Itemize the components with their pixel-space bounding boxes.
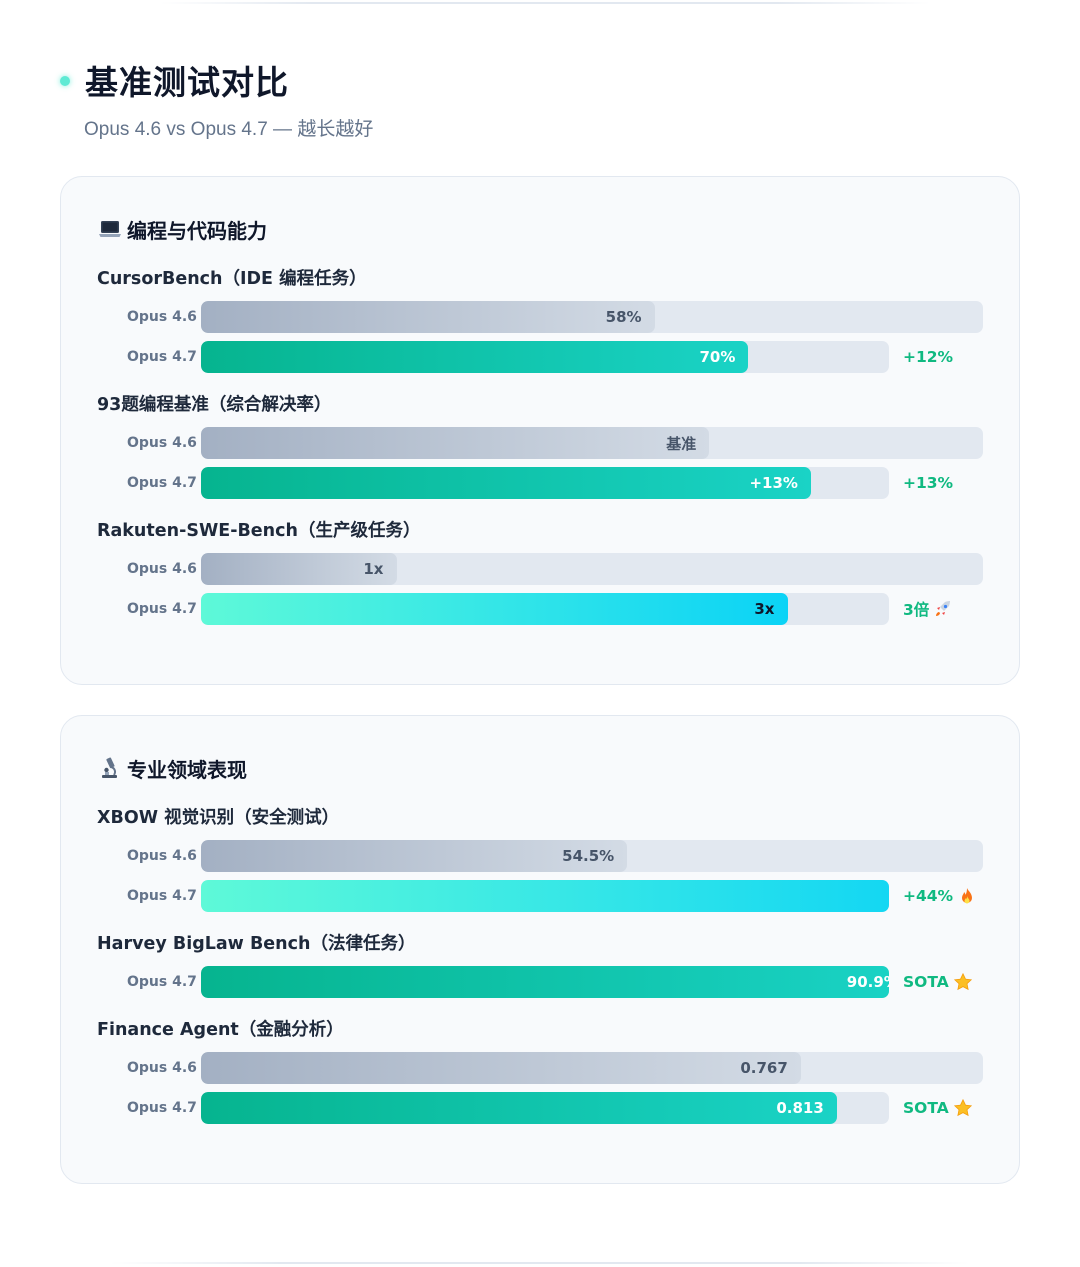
bar-track: 98.5% — [201, 880, 889, 912]
rocket-icon — [933, 599, 953, 619]
bar-row: Opus 4.6 58% — [97, 301, 983, 333]
benchmark-title: 93题编程基准（综合解决率） — [97, 394, 332, 415]
bar-track: 0.767 — [201, 1052, 983, 1084]
page-subtitle: Opus 4.6 vs Opus 4.7 — 越长越好 — [84, 119, 374, 140]
microscope-icon — [97, 755, 123, 781]
bar-opus-4-6: 58% — [201, 301, 655, 333]
bar-row: Opus 4.7 3x 3倍 — [97, 593, 983, 625]
accent-dot — [60, 76, 70, 86]
improvement-badge: 3倍 — [903, 598, 953, 620]
top-divider — [160, 2, 930, 4]
benchmark-title: Harvey BigLaw Bench（法律任务） — [97, 933, 416, 954]
section-title-text: 编程与代码能力 — [127, 218, 267, 243]
model-label: Opus 4.7 — [127, 349, 197, 365]
bar-track: 0.813 — [201, 1092, 889, 1124]
bar-track: 基准 — [201, 427, 983, 459]
benchmark-group: Finance Agent（金融分析） Opus 4.6 0.767 Opus 4.7… — [97, 1012, 983, 1124]
domain-section-card: 专业领域表现 XBOW 视觉识别（安全测试） Opus 4.6 54.5% Opus 4… — [60, 715, 1020, 1184]
page-title: 基准测试对比 — [85, 63, 289, 102]
bar-opus-4-6: 1x — [201, 553, 397, 585]
bar-track: +13% — [201, 467, 889, 499]
fire-icon — [957, 886, 977, 906]
bar-opus-4-7: 70% — [201, 341, 749, 373]
section-title: 专业领域表现 — [97, 750, 983, 786]
improvement-text: +44% — [903, 887, 954, 905]
bar-row: Opus 4.6 54.5% — [97, 840, 983, 872]
benchmark-group: Rakuten-SWE-Bench（生产级任务） Opus 4.6 1x Opus 4… — [97, 513, 983, 625]
improvement-badge: SOTA — [903, 1098, 973, 1118]
benchmark-title: Finance Agent（金融分析） — [97, 1019, 344, 1040]
bar-opus-4-6: 基准 — [201, 427, 710, 459]
page-header: 基准测试对比 Opus 4.6 vs Opus 4.7 — 越长越好 — [60, 56, 1020, 141]
bar-track: 1x — [201, 553, 983, 585]
bar-track: 90.9% — [201, 966, 889, 998]
bar-row: Opus 4.6 0.767 — [97, 1052, 983, 1084]
improvement-badge: +12% — [903, 348, 953, 366]
model-label: Opus 4.6 — [127, 561, 197, 577]
bar-value-label: 90.9% — [846, 973, 889, 991]
model-label: Opus 4.7 — [127, 888, 197, 904]
model-label: Opus 4.6 — [127, 1060, 197, 1076]
bar-row: Opus 4.7 0.813 SOTA — [97, 1092, 983, 1124]
bar-value-label: +13% — [749, 474, 798, 492]
benchmark-title: CursorBench（IDE 编程任务） — [97, 268, 367, 289]
benchmark-group: CursorBench（IDE 编程任务） Opus 4.6 58% Opus 4.7… — [97, 261, 983, 373]
model-label: Opus 4.6 — [127, 435, 197, 451]
section-title: 编程与代码能力 — [97, 211, 983, 247]
bar-row: Opus 4.7 +13% +13% — [97, 467, 983, 499]
bar-value-label: 58% — [605, 308, 642, 326]
bar-value-label: 基准 — [666, 434, 697, 453]
model-label: Opus 4.7 — [127, 475, 197, 491]
improvement-badge: +44% — [903, 886, 977, 906]
bar-value-label: 3x — [754, 600, 775, 618]
bar-value-label: 0.767 — [740, 1059, 788, 1077]
bar-opus-4-6: 54.5% — [201, 840, 628, 872]
benchmark-group: Harvey BigLaw Bench（法律任务） Opus 4.7 90.9% SO… — [97, 926, 983, 998]
bar-row: Opus 4.6 基准 — [97, 427, 983, 459]
bottom-divider — [110, 1262, 970, 1264]
bar-row: Opus 4.798.5% +44% — [97, 880, 983, 912]
bar-track: 54.5% — [201, 840, 983, 872]
laptop-icon — [97, 216, 123, 242]
improvement-badge: +13% — [903, 474, 953, 492]
bar-opus-4-7: 3x — [201, 593, 788, 625]
section-title-text: 专业领域表现 — [127, 757, 247, 782]
bar-row: Opus 4.7 70% +12% — [97, 341, 983, 373]
bar-row: Opus 4.7 90.9% SOTA — [97, 966, 983, 998]
improvement-text: SOTA — [903, 1099, 949, 1117]
model-label: Opus 4.6 — [127, 848, 197, 864]
improvement-text: +12% — [903, 348, 954, 366]
benchmark-title: Rakuten-SWE-Bench（生产级任务） — [97, 520, 421, 541]
bar-track: 70% — [201, 341, 889, 373]
improvement-text: 3倍 — [903, 601, 930, 619]
benchmark-group: 93题编程基准（综合解决率） Opus 4.6 基准 Opus 4.7 +13% +13% — [97, 387, 983, 499]
coding-section-card: 编程与代码能力 CursorBench（IDE 编程任务） Opus 4.6 58% O… — [60, 176, 1020, 685]
bar-value-label: 1x — [363, 560, 384, 578]
bar-value-label: 70% — [699, 348, 736, 366]
star-icon — [953, 1098, 973, 1118]
benchmark-group: XBOW 视觉识别（安全测试） Opus 4.6 54.5% Opus 4.798.5… — [97, 800, 983, 912]
improvement-text: +13% — [903, 474, 954, 492]
bar-row: Opus 4.6 1x — [97, 553, 983, 585]
benchmark-title: XBOW 视觉识别（安全测试） — [97, 807, 340, 828]
improvement-badge: SOTA — [903, 972, 973, 992]
model-label: Opus 4.6 — [127, 309, 197, 325]
model-label: Opus 4.7 — [127, 601, 197, 617]
bar-track: 58% — [201, 301, 983, 333]
bar-opus-4-7: 90.9% — [201, 966, 889, 998]
bar-opus-4-6: 0.767 — [201, 1052, 801, 1084]
bar-value-label: 54.5% — [562, 847, 615, 865]
bar-opus-4-7: +13% — [201, 467, 811, 499]
improvement-text: SOTA — [903, 973, 949, 991]
bar-opus-4-7: 0.813 — [201, 1092, 837, 1124]
bar-value-label: 0.813 — [776, 1099, 824, 1117]
bar-track: 3x — [201, 593, 889, 625]
model-label: Opus 4.7 — [127, 974, 197, 990]
model-label: Opus 4.7 — [127, 1100, 197, 1116]
title-row: 基准测试对比 — [60, 56, 1020, 104]
bar-opus-4-7: 98.5% — [201, 880, 889, 912]
star-icon — [953, 972, 973, 992]
